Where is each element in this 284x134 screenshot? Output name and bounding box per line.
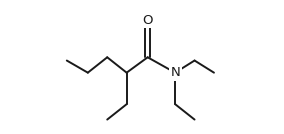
Text: O: O: [142, 14, 153, 27]
Text: N: N: [170, 66, 180, 79]
